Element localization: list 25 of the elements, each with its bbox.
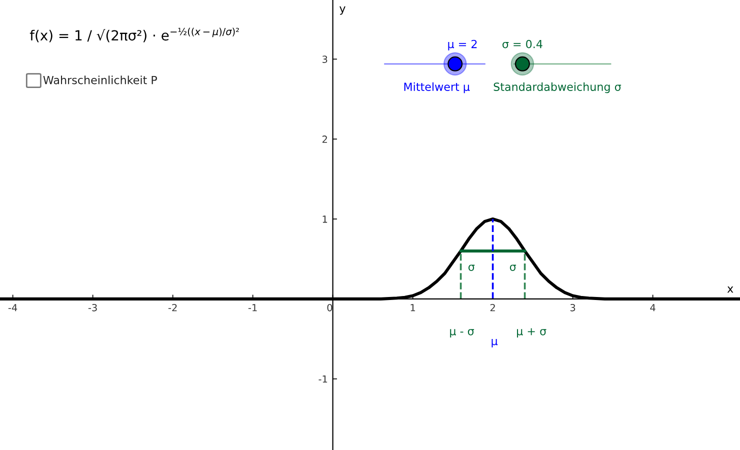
annotation: σ = 0.4	[502, 40, 542, 48]
y-tick-label: 2	[322, 136, 327, 143]
x-axis-title: x	[727, 286, 734, 293]
annotation: Standardabweichung σ	[494, 82, 622, 94]
annotation: μ + σ	[517, 328, 546, 338]
x-tick-label: 2	[490, 304, 495, 312]
x-tick-label: -2	[168, 304, 177, 312]
x-tick-label: -4	[8, 304, 18, 312]
x-tick-label: -3	[88, 304, 97, 312]
x-tick-label: 3	[570, 304, 576, 312]
x-tick-label: 1	[410, 304, 415, 312]
y-axis-title: y	[340, 6, 346, 15]
annotation: f(x) = 1 / √(2πσ²) · e$^{−½((x−μ)/σ)²}$	[30, 28, 239, 42]
annotation: Mittelwert μ	[404, 82, 470, 94]
x-tick-label: -1	[248, 304, 257, 312]
annotation: μ = 2	[448, 40, 477, 50]
annotation: μ - σ	[450, 329, 474, 338]
y-tick-label: -1	[318, 375, 328, 383]
annotation: σ	[468, 264, 475, 271]
y-tick-label: 1	[322, 216, 328, 223]
annotation: μ	[492, 338, 498, 348]
annotation: σ	[510, 264, 516, 271]
x-tick-label: 4	[650, 304, 656, 312]
y-tick-label: 3	[322, 56, 328, 63]
annotation: Wahrscheinlichkeit P	[43, 76, 158, 84]
